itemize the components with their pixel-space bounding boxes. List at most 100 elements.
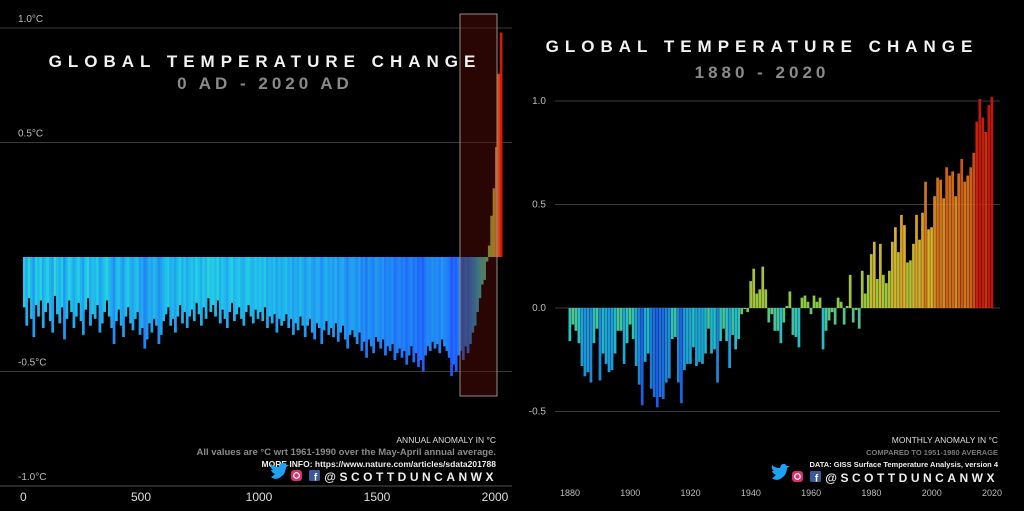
right-bar — [903, 225, 906, 308]
left-bar — [148, 257, 151, 324]
right-bar — [815, 301, 819, 308]
right-bar — [927, 229, 930, 308]
right-bar — [713, 308, 716, 350]
right-bar — [930, 227, 933, 308]
left-bar — [124, 257, 128, 317]
left-bar — [325, 257, 328, 322]
right-bar — [655, 308, 659, 408]
left-bar — [237, 257, 241, 308]
right-x-tick-label: 1980 — [861, 488, 881, 498]
left-bar — [393, 257, 397, 361]
right-bar — [701, 308, 704, 364]
left-bar — [266, 257, 269, 328]
left-bar — [485, 257, 489, 262]
left-bar — [131, 257, 135, 331]
right-bar — [972, 152, 976, 308]
right-social-row: @SCOTTDUNCANWX f — [771, 463, 998, 485]
left-bar — [155, 257, 158, 326]
right-bar — [869, 254, 873, 308]
left-bar — [91, 257, 95, 315]
right-bar — [860, 270, 864, 308]
left-bar — [138, 257, 142, 335]
right-bar — [583, 308, 587, 377]
left-bar — [398, 257, 401, 349]
left-bar — [242, 257, 246, 326]
left-bar — [362, 257, 366, 342]
right-bar — [978, 98, 982, 309]
left-x-tick-label: 1000 — [246, 490, 273, 504]
left-bar — [174, 257, 177, 333]
left-bar — [176, 257, 180, 317]
left-bar — [473, 257, 477, 326]
left-y-tick-label: 0.5°C — [18, 129, 43, 140]
instagram-icon — [792, 471, 803, 482]
right-bar — [613, 308, 617, 354]
left-bar — [400, 257, 404, 358]
left-bar — [320, 257, 324, 345]
left-bar — [402, 257, 406, 351]
right-bar — [960, 158, 964, 308]
left-bar — [145, 257, 149, 340]
right-bar — [719, 308, 722, 342]
left-bar — [346, 257, 350, 349]
left-bar — [426, 257, 430, 347]
left-bar — [443, 257, 446, 347]
right-bar — [625, 308, 629, 344]
left-chart-title: GLOBAL TEMPERATURE CHANGE — [49, 52, 482, 71]
right-bar — [616, 308, 620, 331]
left-bar — [188, 257, 191, 317]
left-bar — [41, 257, 45, 328]
right-bar — [842, 308, 846, 325]
right-baseline-note: COMPARED TO 1951-1980 AVERAGE — [866, 448, 998, 457]
left-bar — [348, 257, 352, 335]
right-bar — [716, 308, 719, 383]
left-chart-subtitle: 0 AD - 2020 AD — [177, 74, 353, 93]
left-bar — [233, 257, 236, 322]
right-bar — [827, 308, 831, 321]
right-bar — [646, 308, 650, 354]
left-bar — [214, 257, 217, 317]
left-bar — [483, 257, 486, 280]
left-bar — [157, 257, 161, 345]
right-bar — [764, 289, 768, 308]
right-bar — [951, 171, 955, 308]
left-x-ticks: 0 500 1000 1500 2000 — [20, 490, 509, 504]
left-bar — [141, 257, 144, 328]
left-bar — [53, 257, 57, 296]
left-bar — [259, 257, 262, 312]
left-bar — [292, 257, 295, 335]
left-bar — [275, 257, 279, 333]
left-bar — [256, 257, 260, 319]
left-bar — [438, 257, 442, 354]
right-bar — [945, 167, 948, 308]
left-bar — [207, 257, 210, 299]
left-bar — [51, 257, 55, 333]
right-bar — [770, 308, 774, 315]
left-bar — [162, 257, 165, 322]
left-bar — [339, 257, 342, 333]
right-bar — [900, 214, 903, 308]
left-bar — [499, 32, 503, 257]
right-bar — [649, 308, 653, 389]
left-bar — [308, 257, 312, 319]
right-bar — [872, 241, 876, 308]
left-bar — [67, 257, 71, 301]
left-bar — [192, 257, 196, 322]
left-bar — [202, 257, 206, 308]
right-bar — [830, 308, 834, 313]
left-y-tick-label: -0.5°C — [18, 358, 46, 369]
right-bar — [894, 227, 897, 308]
right-bar — [969, 167, 973, 308]
left-bar — [433, 257, 437, 349]
left-more-info: MORE INFO: https://www.nature.com/articl… — [262, 459, 497, 469]
left-bar — [310, 257, 314, 333]
left-bar — [469, 257, 472, 345]
left-bar — [98, 257, 102, 333]
social-handle: @SCOTTDUNCANWX — [825, 471, 998, 485]
right-bar — [812, 295, 816, 308]
left-bar — [412, 257, 416, 363]
left-baseline-note: All values are °C wrt 1961-1990 over the… — [197, 447, 497, 458]
left-y-tick-label: -1.0°C — [18, 472, 46, 483]
left-bar — [197, 257, 201, 315]
left-bar — [122, 257, 125, 338]
